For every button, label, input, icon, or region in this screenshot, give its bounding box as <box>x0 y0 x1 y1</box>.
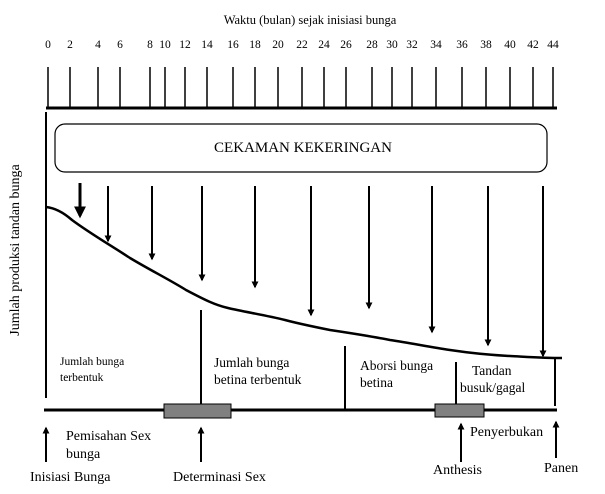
production-curve <box>45 205 563 360</box>
phase3-line2: betina <box>360 375 393 390</box>
phase4-line1: Tandan <box>472 363 512 378</box>
tick-label: 42 <box>527 39 539 51</box>
determinasi-label: Determinasi Sex <box>173 470 266 485</box>
phase3-line1: Aborsi bunga <box>360 358 433 373</box>
tick-label: 2 <box>67 39 73 51</box>
penyerbukan-label: Penyerbukan <box>470 425 543 440</box>
tick-label: 6 <box>117 39 123 51</box>
tick-label: 16 <box>227 39 239 51</box>
tick-labels: 0 2 4 6 8 10 12 14 16 18 20 22 24 26 28 30 32 34 36 38 40 42 4… <box>45 39 559 51</box>
tick-label: 12 <box>179 39 191 51</box>
tick-label: 14 <box>201 39 213 51</box>
drought-stress-box <box>54 123 548 173</box>
tick-marks <box>47 67 554 108</box>
pollination-period-bar <box>434 403 485 418</box>
tick-label: 24 <box>318 39 330 51</box>
tick-label: 36 <box>456 39 468 51</box>
tick-label: 34 <box>430 39 442 51</box>
stress-arrows <box>74 183 547 358</box>
phase1-line1: Jumlah bunga <box>60 356 124 368</box>
phase2-line2: betina terbentuk <box>214 372 302 387</box>
panen-label: Panen <box>544 461 578 476</box>
tick-label: 28 <box>366 39 378 51</box>
tick-label: 8 <box>147 39 153 51</box>
tick-label: 44 <box>547 39 559 51</box>
tick-label: 18 <box>249 39 261 51</box>
anthesis-label: Anthesis <box>433 463 482 478</box>
tick-label: 4 <box>95 39 101 51</box>
tick-label: 30 <box>386 39 398 51</box>
tick-label: 38 <box>480 39 492 51</box>
inisiasi-label: Inisiasi Bunga <box>30 470 111 485</box>
tick-label: 20 <box>272 39 284 51</box>
timeline-title: Waktu (bulan) sejak inisiasi bunga <box>224 13 397 27</box>
tick-label: 32 <box>406 39 418 51</box>
tick-label: 10 <box>159 39 171 51</box>
tick-label: 22 <box>296 39 308 51</box>
drought-stress-label: CEKAMAN KEKERINGAN <box>214 140 392 156</box>
y-axis-label: Jumlah produksi tandan bunga <box>8 163 23 335</box>
pemisahan-line1: Pemisahan Sex <box>66 429 151 444</box>
sex-determination-period-bar <box>163 403 232 419</box>
tick-label: 40 <box>504 39 516 51</box>
tick-label: 0 <box>45 39 51 51</box>
pemisahan-line2: bunga <box>66 447 101 462</box>
phase1-line2: terbentuk <box>60 372 104 384</box>
phase2-line1: Jumlah bunga <box>214 355 289 370</box>
tick-label: 26 <box>340 39 352 51</box>
phase4-line2: busuk/gagal <box>460 380 525 395</box>
